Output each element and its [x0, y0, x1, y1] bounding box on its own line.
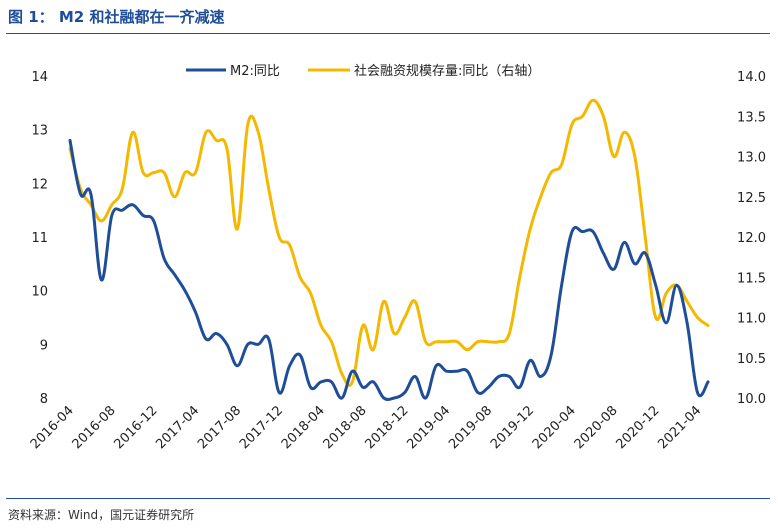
x-tick-label: 2019-12 — [488, 403, 537, 452]
x-tick-label: 2019-04 — [404, 403, 453, 452]
figure-title: 图 1： M2 和社融都在一齐减速 — [8, 8, 225, 26]
right-axis-ticks: 10.0 10.5 11.0 11.5 12.0 12.5 13.0 13.5 14.0 — [737, 70, 766, 407]
right-tick-label: 14.0 — [737, 70, 766, 85]
x-tick-label: 2016-12 — [111, 403, 160, 452]
right-tick-label: 12.5 — [737, 191, 766, 206]
right-tick-label: 10.5 — [737, 352, 766, 367]
x-tick-label: 2016-04 — [28, 403, 77, 452]
x-tick-label: 2020-04 — [530, 403, 579, 452]
right-tick-label: 11.0 — [737, 312, 766, 327]
legend-item-social-financing: 社会融资规模存量:同比（右轴） — [308, 63, 540, 79]
left-tick-label: 10 — [31, 285, 48, 300]
right-tick-label: 13.0 — [737, 151, 766, 166]
x-tick-label: 2018-04 — [279, 403, 328, 452]
right-tick-label: 12.0 — [737, 231, 766, 246]
title-divider — [6, 33, 770, 34]
x-axis-ticks: 2016-042016-082016-122017-042017-082017-… — [28, 403, 705, 452]
source-note: 资料来源：Wind，国元证券研究所 — [8, 508, 195, 522]
x-tick-label: 2020-08 — [572, 403, 621, 452]
left-tick-label: 8 — [40, 392, 48, 407]
x-tick-label: 2017-12 — [237, 403, 286, 452]
legend-item-m2: M2:同比 — [186, 64, 280, 79]
legend-label: 社会融资规模存量:同比（右轴） — [354, 63, 540, 79]
x-tick-label: 2016-08 — [70, 403, 119, 452]
left-tick-label: 11 — [31, 231, 48, 246]
series-line-m2 — [68, 138, 710, 402]
x-tick-label: 2017-08 — [195, 403, 244, 452]
series-layer — [68, 98, 710, 402]
left-tick-label: 12 — [31, 177, 48, 192]
x-tick-label: 2021-04 — [655, 403, 704, 452]
right-tick-label: 13.5 — [737, 110, 766, 125]
series-line-social-financing — [68, 98, 710, 387]
x-tick-label: 2019-08 — [446, 403, 495, 452]
left-tick-label: 13 — [31, 124, 48, 139]
x-tick-label: 2020-12 — [614, 403, 663, 452]
left-tick-label: 14 — [31, 70, 48, 85]
right-tick-label: 11.5 — [737, 271, 766, 286]
left-axis-ticks: 8 9 10 11 12 13 14 — [31, 70, 48, 407]
x-tick-label: 2017-04 — [153, 403, 202, 452]
left-tick-label: 9 — [40, 338, 48, 353]
legend-label: M2:同比 — [230, 64, 280, 79]
x-tick-label: 2018-08 — [321, 403, 370, 452]
source-divider — [6, 498, 770, 499]
right-tick-label: 10.0 — [737, 392, 766, 407]
chart-legend: M2:同比 社会融资规模存量:同比（右轴） — [186, 63, 540, 79]
x-tick-label: 2018-12 — [362, 403, 411, 452]
